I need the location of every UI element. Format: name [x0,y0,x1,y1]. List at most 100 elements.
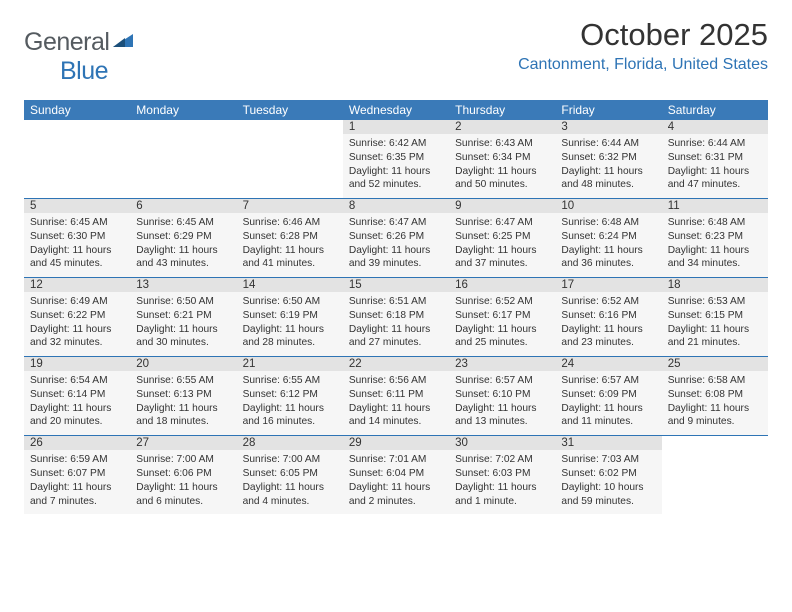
title-block: October 2025 Cantonment, Florida, United… [518,18,768,74]
day-header: Sunday [24,100,130,120]
calendar-body: 1234Sunrise: 6:42 AMSunset: 6:35 PMDayli… [24,120,768,514]
day-header: Monday [130,100,236,120]
logo-icon [111,28,135,56]
day-number-cell: 5 [24,199,130,214]
day-number-cell: 7 [237,199,343,214]
logo-word2: Blue [60,57,108,85]
day-info-cell: Sunrise: 6:44 AMSunset: 6:32 PMDaylight:… [555,134,661,199]
day-number-cell: 2 [449,120,555,134]
day-info-cell: Sunrise: 6:57 AMSunset: 6:09 PMDaylight:… [555,371,661,436]
location: Cantonment, Florida, United States [518,56,768,74]
day-info-cell: Sunrise: 6:52 AMSunset: 6:17 PMDaylight:… [449,292,555,357]
day-info-cell: Sunrise: 6:43 AMSunset: 6:34 PMDaylight:… [449,134,555,199]
day-info-cell: Sunrise: 6:55 AMSunset: 6:12 PMDaylight:… [237,371,343,436]
day-number-cell: 30 [449,436,555,451]
day-info-cell [237,134,343,199]
day-header: Tuesday [237,100,343,120]
info-row: Sunrise: 6:49 AMSunset: 6:22 PMDaylight:… [24,292,768,357]
info-row: Sunrise: 6:42 AMSunset: 6:35 PMDaylight:… [24,134,768,199]
logo-word1: General [24,28,109,56]
calendar-page: General Blue October 2025 Cantonment, Fl… [0,0,792,612]
day-header: Wednesday [343,100,449,120]
day-info-cell: Sunrise: 6:55 AMSunset: 6:13 PMDaylight:… [130,371,236,436]
day-info-cell: Sunrise: 6:45 AMSunset: 6:29 PMDaylight:… [130,213,236,278]
day-number-cell: 21 [237,357,343,372]
day-number-cell: 17 [555,278,661,293]
day-number-cell: 8 [343,199,449,214]
day-number-cell [24,120,130,134]
day-number-cell: 13 [130,278,236,293]
day-info-cell: Sunrise: 6:56 AMSunset: 6:11 PMDaylight:… [343,371,449,436]
day-number-cell: 25 [662,357,768,372]
day-number-cell: 23 [449,357,555,372]
day-info-cell: Sunrise: 6:51 AMSunset: 6:18 PMDaylight:… [343,292,449,357]
day-info-cell: Sunrise: 6:45 AMSunset: 6:30 PMDaylight:… [24,213,130,278]
day-header: Saturday [662,100,768,120]
day-number-cell: 12 [24,278,130,293]
daynum-row: 19202122232425 [24,357,768,372]
logo-text: General Blue [24,28,135,86]
day-info-cell: Sunrise: 7:01 AMSunset: 6:04 PMDaylight:… [343,450,449,514]
day-number-cell: 16 [449,278,555,293]
day-number-cell: 4 [662,120,768,134]
daynum-row: 262728293031 [24,436,768,451]
day-info-cell: Sunrise: 7:03 AMSunset: 6:02 PMDaylight:… [555,450,661,514]
day-number-cell: 3 [555,120,661,134]
info-row: Sunrise: 6:54 AMSunset: 6:14 PMDaylight:… [24,371,768,436]
day-info-cell [24,134,130,199]
day-info-cell [130,134,236,199]
day-info-cell: Sunrise: 6:48 AMSunset: 6:23 PMDaylight:… [662,213,768,278]
day-number-cell: 11 [662,199,768,214]
day-number-cell: 15 [343,278,449,293]
day-number-cell: 14 [237,278,343,293]
day-info-cell: Sunrise: 6:52 AMSunset: 6:16 PMDaylight:… [555,292,661,357]
day-number-cell: 29 [343,436,449,451]
day-number-cell: 28 [237,436,343,451]
day-number-cell: 18 [662,278,768,293]
day-number-cell: 22 [343,357,449,372]
header: General Blue October 2025 Cantonment, Fl… [24,18,768,86]
day-number-cell: 24 [555,357,661,372]
day-info-cell: Sunrise: 6:50 AMSunset: 6:19 PMDaylight:… [237,292,343,357]
day-number-cell: 31 [555,436,661,451]
day-info-cell: Sunrise: 6:44 AMSunset: 6:31 PMDaylight:… [662,134,768,199]
day-info-cell: Sunrise: 6:58 AMSunset: 6:08 PMDaylight:… [662,371,768,436]
day-number-cell: 6 [130,199,236,214]
day-header: Friday [555,100,661,120]
logo: General Blue [24,28,135,86]
day-info-cell: Sunrise: 7:00 AMSunset: 6:05 PMDaylight:… [237,450,343,514]
day-number-cell: 26 [24,436,130,451]
calendar-table: SundayMondayTuesdayWednesdayThursdayFrid… [24,100,768,514]
day-number-cell: 9 [449,199,555,214]
daynum-row: 567891011 [24,199,768,214]
day-info-cell: Sunrise: 6:47 AMSunset: 6:26 PMDaylight:… [343,213,449,278]
day-number-cell: 20 [130,357,236,372]
day-info-cell: Sunrise: 6:48 AMSunset: 6:24 PMDaylight:… [555,213,661,278]
info-row: Sunrise: 6:45 AMSunset: 6:30 PMDaylight:… [24,213,768,278]
day-number-cell [130,120,236,134]
day-info-cell: Sunrise: 7:00 AMSunset: 6:06 PMDaylight:… [130,450,236,514]
day-info-cell: Sunrise: 6:53 AMSunset: 6:15 PMDaylight:… [662,292,768,357]
day-number-cell: 1 [343,120,449,134]
day-info-cell: Sunrise: 6:59 AMSunset: 6:07 PMDaylight:… [24,450,130,514]
day-info-cell [662,450,768,514]
daynum-row: 12131415161718 [24,278,768,293]
day-info-cell: Sunrise: 7:02 AMSunset: 6:03 PMDaylight:… [449,450,555,514]
calendar-head: SundayMondayTuesdayWednesdayThursdayFrid… [24,100,768,120]
day-info-cell: Sunrise: 6:42 AMSunset: 6:35 PMDaylight:… [343,134,449,199]
day-number-cell: 10 [555,199,661,214]
day-info-cell: Sunrise: 6:50 AMSunset: 6:21 PMDaylight:… [130,292,236,357]
day-number-cell: 19 [24,357,130,372]
info-row: Sunrise: 6:59 AMSunset: 6:07 PMDaylight:… [24,450,768,514]
day-number-cell [237,120,343,134]
day-number-cell: 27 [130,436,236,451]
daynum-row: 1234 [24,120,768,134]
day-info-cell: Sunrise: 6:57 AMSunset: 6:10 PMDaylight:… [449,371,555,436]
day-info-cell: Sunrise: 6:49 AMSunset: 6:22 PMDaylight:… [24,292,130,357]
day-info-cell: Sunrise: 6:46 AMSunset: 6:28 PMDaylight:… [237,213,343,278]
day-info-cell: Sunrise: 6:47 AMSunset: 6:25 PMDaylight:… [449,213,555,278]
day-header-row: SundayMondayTuesdayWednesdayThursdayFrid… [24,100,768,120]
day-number-cell [662,436,768,451]
day-info-cell: Sunrise: 6:54 AMSunset: 6:14 PMDaylight:… [24,371,130,436]
month-title: October 2025 [518,18,768,52]
